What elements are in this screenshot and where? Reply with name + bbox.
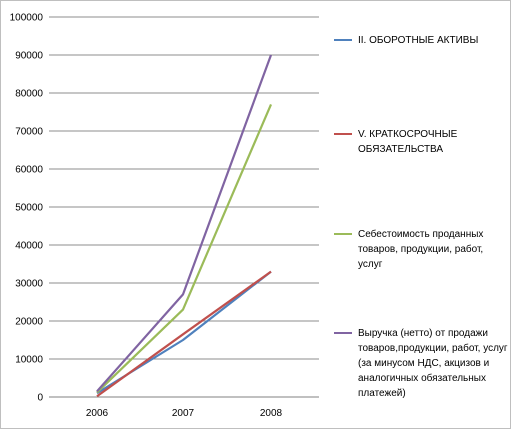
x-tick-label: 2007 [172, 408, 195, 419]
y-tick-label: 100000 [10, 13, 44, 24]
legend-swatch [334, 233, 352, 235]
y-tick-label: 40000 [15, 241, 43, 252]
legend-label: V. КРАТКОСРОЧНЫЕ ОБЯЗАТЕЛЬСТВА [358, 129, 458, 155]
y-tick-label: 50000 [15, 203, 43, 214]
y-tick-label: 0 [37, 393, 43, 404]
legend-label: Выручка (нетто) от продажи товаров,проду… [358, 328, 508, 399]
legend-swatch [334, 133, 352, 135]
series-line-3 [96, 103, 273, 394]
y-tick-label: 80000 [15, 89, 43, 100]
y-tick-label: 20000 [15, 317, 43, 328]
y-tick-label: 30000 [15, 279, 43, 290]
chart-legend: II. ОБОРОТНЫЕ АКТИВЫ V. КРАТКОСРОЧНЫЕ ОБЯ… [334, 1, 510, 428]
legend-label: II. ОБОРОТНЫЕ АКТИВЫ [358, 35, 479, 46]
series-line-2 [96, 270, 272, 398]
x-tick-label: 2006 [86, 408, 109, 419]
legend-swatch [334, 39, 352, 41]
y-tick-label: 60000 [15, 165, 43, 176]
x-tick-label: 2008 [260, 408, 283, 419]
legend-label: Себестоимость проданных товаров, продукц… [358, 229, 484, 270]
series-line-4 [96, 54, 273, 393]
y-tick-label: 10000 [15, 355, 43, 366]
y-tick-label: 90000 [15, 51, 43, 62]
legend-swatch [334, 332, 352, 334]
y-tick-label: 70000 [15, 127, 43, 138]
